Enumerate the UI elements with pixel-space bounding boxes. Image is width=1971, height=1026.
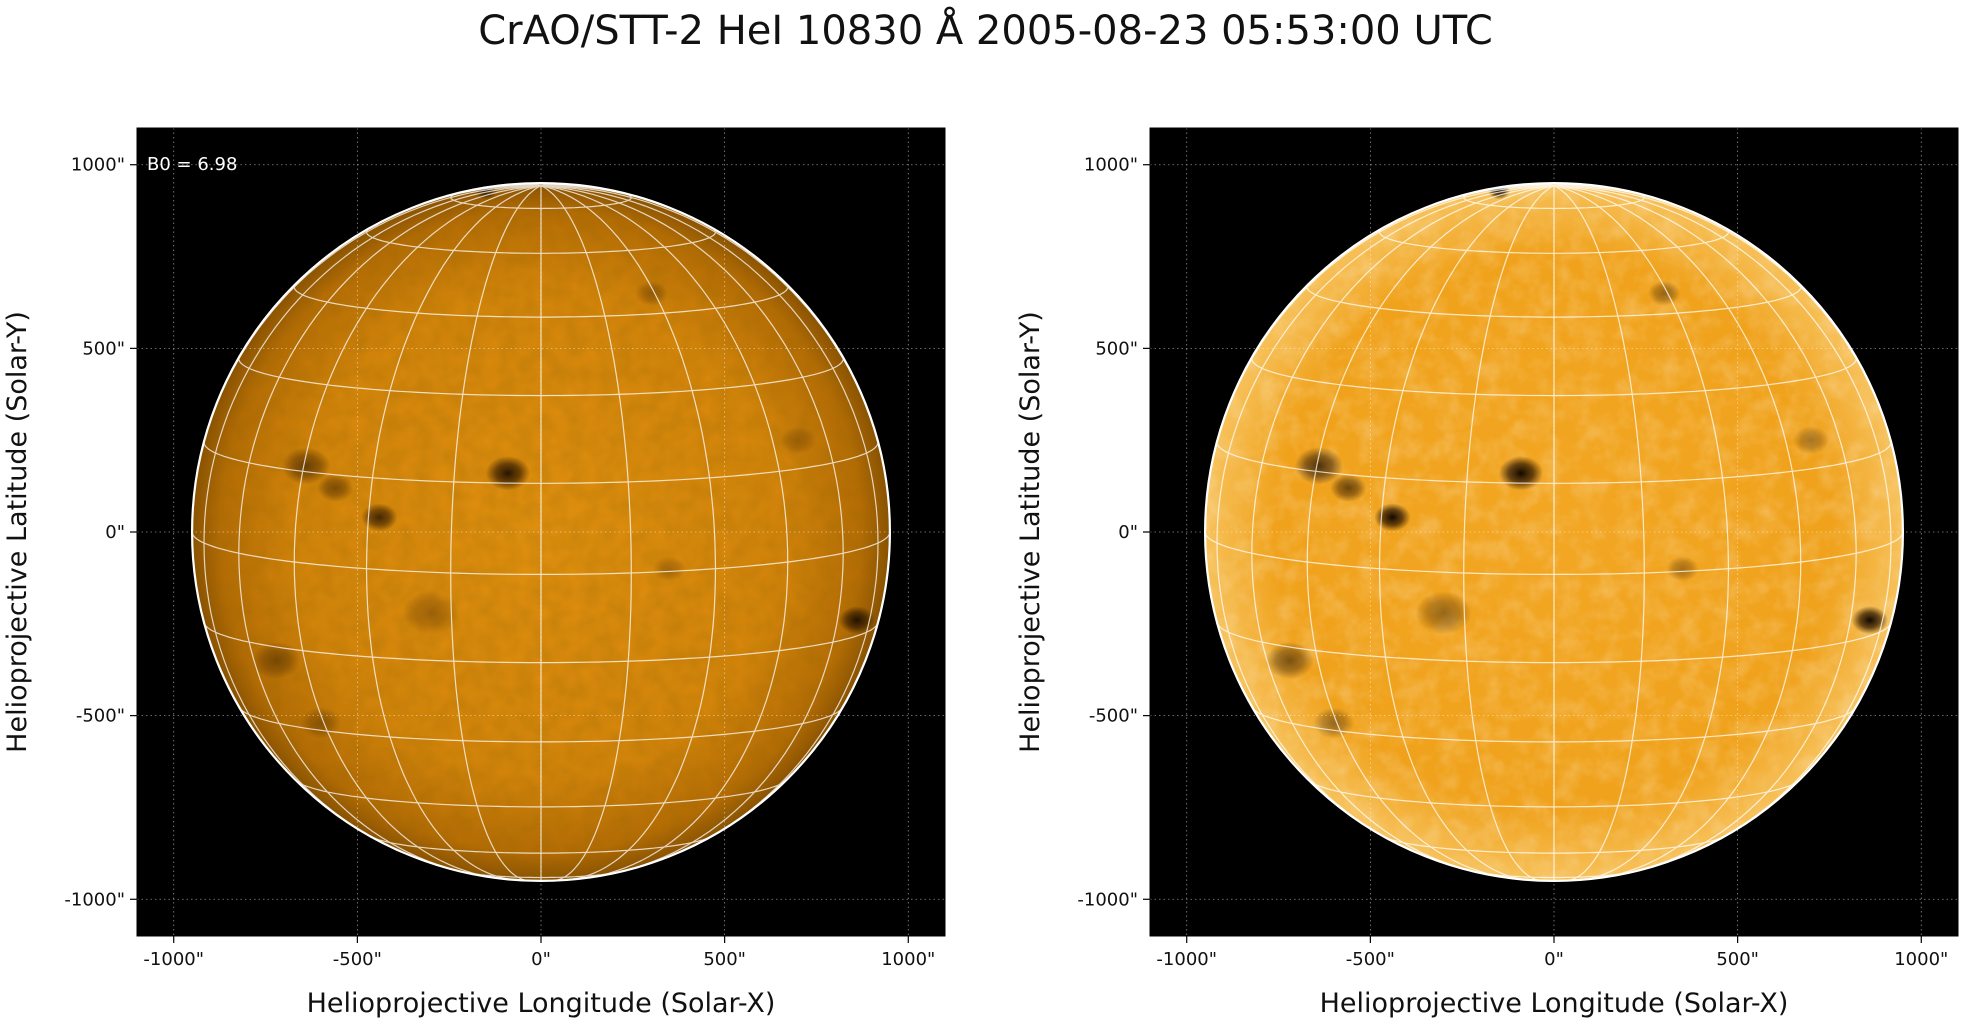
y-tick-label: -500" <box>1089 706 1138 727</box>
latitude-line <box>240 708 842 743</box>
y-axis-label: Helioprojective Latitude (Solar-Y) <box>1015 311 1046 753</box>
x-tick-label: -500" <box>1346 949 1395 970</box>
dark-feature-4 <box>1851 606 1889 635</box>
dark-feature-10 <box>1313 707 1354 739</box>
dark-feature-1 <box>361 503 398 532</box>
x-tick-label: 1000" <box>881 949 935 970</box>
dark-feature-0 <box>1498 456 1544 491</box>
y-tick-label: 0" <box>105 522 125 543</box>
x-tick-label: 500" <box>1716 949 1759 970</box>
dark-feature-4 <box>838 606 876 635</box>
latitude-line <box>450 192 632 210</box>
y-tick-label: -1000" <box>1077 889 1138 910</box>
latitude-line <box>1463 192 1645 210</box>
x-axis-label: Helioprojective Longitude (Solar-X) <box>307 988 776 1019</box>
dark-feature-2 <box>281 447 331 485</box>
longitude-line <box>540 185 879 849</box>
longitude-line <box>1553 185 1892 849</box>
feature-layer <box>252 183 876 739</box>
longitude-line <box>1553 185 1857 874</box>
latitude-line <box>203 442 879 484</box>
latitude-line <box>1251 356 1857 397</box>
longitude-line <box>540 185 844 874</box>
y-tick-label: 1000" <box>1084 155 1138 176</box>
latitude-line <box>1253 708 1855 743</box>
dark-feature-3 <box>1330 473 1367 502</box>
dark-feature-6 <box>1265 641 1314 680</box>
x-tick-label: 1000" <box>1894 949 1948 970</box>
latitude-line <box>1216 622 1892 664</box>
x-tick-label: -500" <box>333 949 382 970</box>
longitude-line <box>450 185 542 881</box>
dark-feature-11 <box>653 556 686 582</box>
latitude-line <box>238 356 844 397</box>
dark-feature-0 <box>485 456 531 491</box>
latitude-line <box>1216 442 1892 484</box>
x-axis-label: Helioprojective Longitude (Solar-X) <box>1320 988 1789 1019</box>
dark-feature-8 <box>635 280 668 306</box>
latitude-line <box>1378 227 1730 254</box>
x-tick-label: -1000" <box>1156 949 1217 970</box>
longitude-line <box>1378 185 1555 880</box>
dark-feature-8 <box>1648 280 1681 306</box>
x-tick-label: 500" <box>703 949 746 970</box>
y-tick-label: -500" <box>76 706 125 727</box>
panel-left: -1000" 1000" -500" 500" 0" 0" 500" -500" 1000" -1… <box>2 127 946 1019</box>
longitude-line <box>540 185 717 880</box>
longitude-line <box>365 185 542 880</box>
longitude-line <box>203 185 542 849</box>
dark-feature-10 <box>300 707 341 739</box>
y-tick-label: 1000" <box>71 155 125 176</box>
dark-feature-3 <box>317 473 354 502</box>
longitude-line <box>1553 185 1730 880</box>
latitude-line <box>1309 780 1799 808</box>
longitude-line <box>540 185 632 881</box>
latitude-line <box>296 780 786 808</box>
dark-feature-6 <box>252 641 301 680</box>
longitude-line <box>1216 185 1555 849</box>
dark-feature-2 <box>1294 447 1344 485</box>
longitude-line <box>1463 185 1555 881</box>
longitude-line <box>1251 185 1555 874</box>
figure-title: CrAO/STT-2 HeI 10830 Å 2005-08-23 05:53:… <box>478 8 1493 54</box>
x-tick-label: 0" <box>531 949 551 970</box>
latitude-line <box>203 622 879 664</box>
y-tick-label: 0" <box>1118 522 1138 543</box>
y-tick-label: -1000" <box>64 889 125 910</box>
y-tick-label: 500" <box>1095 338 1138 359</box>
longitude-line <box>238 185 542 874</box>
dark-feature-7 <box>402 590 460 635</box>
x-tick-label: -1000" <box>143 949 204 970</box>
dark-feature-7 <box>1415 590 1473 635</box>
y-axis-label: Helioprojective Latitude (Solar-Y) <box>2 311 33 753</box>
longitude-line <box>1553 185 1645 881</box>
longitude-line <box>540 185 789 879</box>
b0-annotation: B0 = 6.98 <box>147 154 237 175</box>
dark-feature-11 <box>1666 556 1699 582</box>
latitude-line <box>365 227 717 254</box>
longitude-line <box>1553 185 1802 879</box>
dark-feature-9 <box>779 426 817 455</box>
panel-right: -1000" 1000" -500" 500" 0" 0" 500" -500" 1000" -1… <box>1015 127 1959 1019</box>
dark-feature-9 <box>1792 426 1830 455</box>
dark-feature-1 <box>1374 503 1411 532</box>
x-tick-label: 0" <box>1544 949 1564 970</box>
y-tick-label: 500" <box>82 338 125 359</box>
